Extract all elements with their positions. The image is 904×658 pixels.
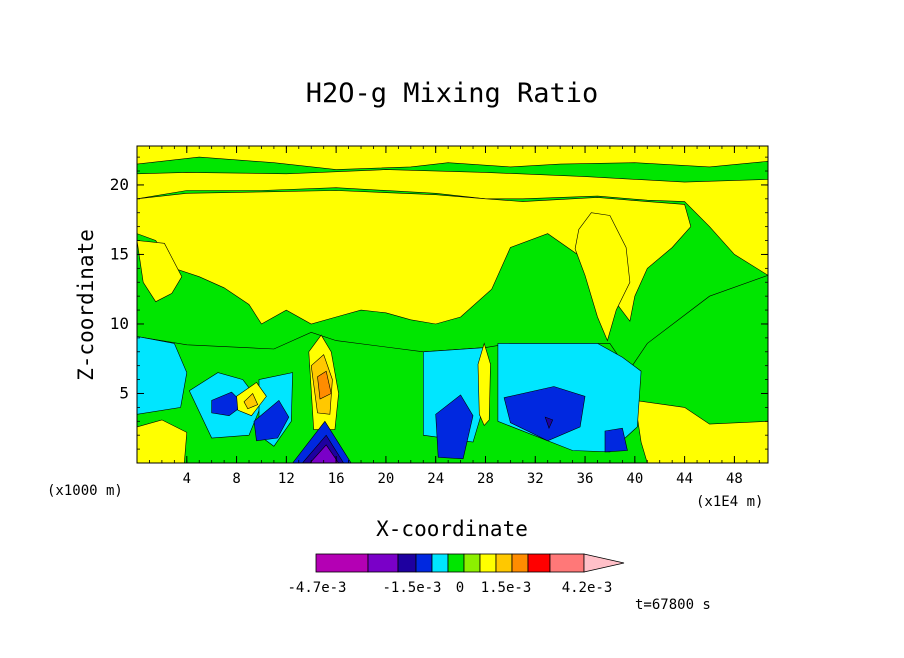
colorbar-segment: [315, 553, 369, 573]
colorbar-segment: [415, 553, 433, 573]
time-label: t=67800 s: [635, 597, 711, 613]
x-unit-right: (x1E4 m): [696, 494, 763, 510]
contour-band-6: [137, 419, 188, 463]
x-tick-label: 32: [527, 471, 544, 487]
colorbar-label-pos: 1.5e-3: [481, 580, 532, 596]
contour-region-8: [503, 386, 586, 442]
colorbar-segment: [463, 553, 481, 573]
colorbar-segment: [397, 553, 417, 573]
contour-region-11: [243, 392, 259, 410]
colorbar-segment: [549, 553, 585, 573]
contour-region-5: [211, 391, 245, 417]
contour-region-17: [309, 444, 339, 463]
x-axis: 4 8 12 16 20 24 28 32 36 40 44 48: [149, 146, 760, 487]
colorbar-label-neg: -1.5e-3: [382, 580, 441, 596]
x-tick-label: 48: [726, 471, 743, 487]
contour-band-1: [137, 146, 768, 276]
colorbar-arrow: [583, 553, 625, 573]
y-axis: 5 10 15 20: [110, 156, 768, 450]
x-tick-label: 20: [377, 471, 394, 487]
y-tick-label: 20: [110, 175, 129, 194]
colorbar-segment: [527, 553, 551, 573]
y-tick-label: 10: [110, 314, 129, 333]
x-tick-label: 36: [577, 471, 594, 487]
x-tick-label: 28: [477, 471, 494, 487]
colorbar-segment: [447, 553, 465, 573]
colorbar-segment: [431, 553, 449, 573]
x-tick-label: 24: [427, 471, 444, 487]
colorbar: [315, 553, 625, 573]
y-tick-label: 5: [119, 383, 129, 402]
y-axis-label: Z-coordinate: [74, 229, 98, 381]
colorbar-segment: [367, 553, 399, 573]
contour-band-4: [137, 240, 183, 303]
contour-band-3: [137, 190, 692, 325]
contour-region-7: [435, 394, 474, 460]
contour-region-9: [604, 427, 628, 453]
x-tick-label: 40: [626, 471, 643, 487]
contour-region-6: [253, 399, 290, 442]
x-tick-label: 44: [676, 471, 693, 487]
y-tick-label: 15: [110, 244, 129, 263]
colorbar-segment: [479, 553, 497, 573]
colorbar-segment: [511, 553, 529, 573]
colorbar-label-zero: 0: [456, 580, 464, 596]
contour-band-5: [574, 212, 631, 342]
x-tick-label: 8: [232, 471, 240, 487]
x-unit-left: (x1000 m): [47, 483, 123, 499]
contour-region-0: [137, 336, 188, 415]
x-axis-label: X-coordinate: [376, 517, 528, 541]
colorbar-label-min: -4.7e-3: [287, 580, 346, 596]
plot-frame: [136, 145, 769, 464]
contour-region-18: [477, 342, 491, 427]
x-tick-label: 16: [328, 471, 345, 487]
chart-title: H2O-g Mixing Ratio: [306, 78, 599, 109]
colorbar-segment: [495, 553, 513, 573]
contour-band-2: [137, 156, 768, 183]
contour-region-14: [317, 370, 332, 400]
contour-band-7: [634, 400, 768, 463]
contour-region-19: [544, 416, 554, 430]
x-tick-label: 12: [278, 471, 295, 487]
colorbar-label-max: 4.2e-3: [562, 580, 613, 596]
contour-regions: [137, 146, 768, 463]
x-tick-label: 4: [183, 471, 191, 487]
